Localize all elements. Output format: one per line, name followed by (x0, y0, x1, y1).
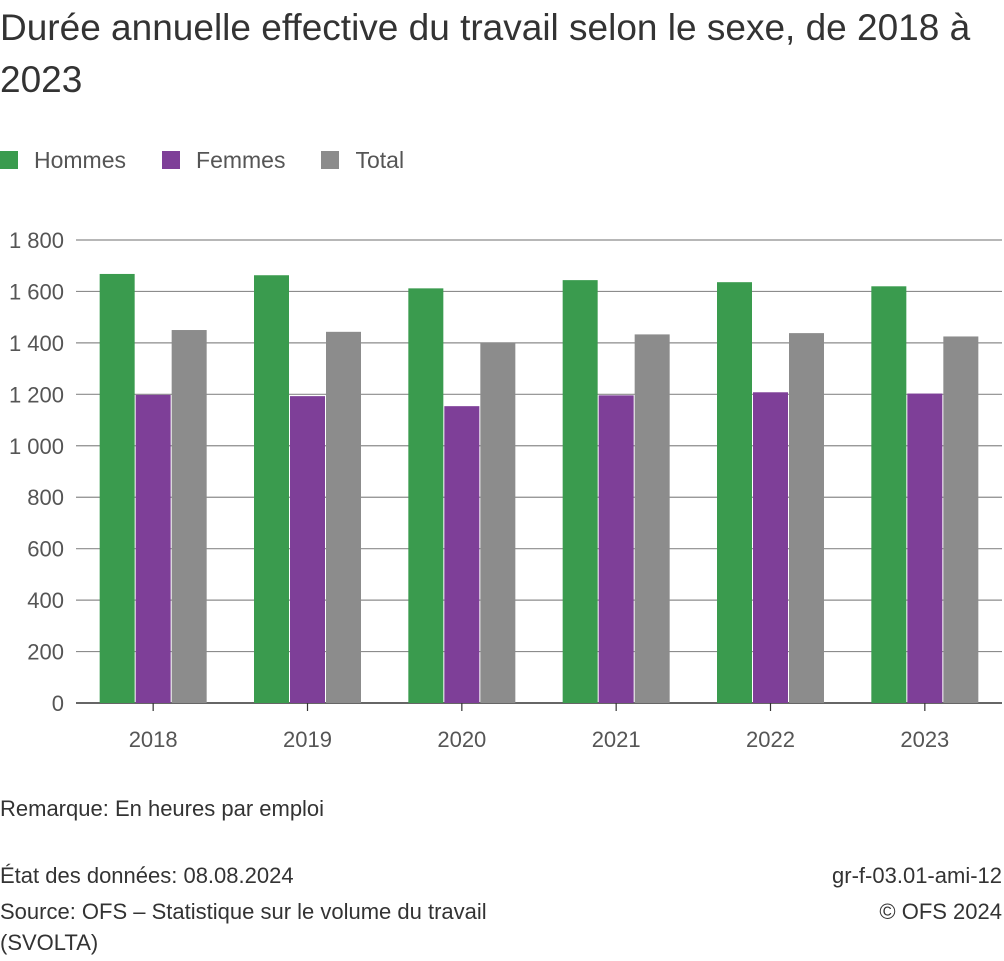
bar-total-2021 (634, 334, 670, 703)
y-tick-label: 1 800 (9, 228, 64, 253)
x-tick-label-2022: 2022 (746, 727, 795, 752)
y-tick-label: 1 400 (9, 331, 64, 356)
y-tick-label: 1 600 (9, 279, 64, 304)
legend-swatch-hommes (0, 151, 18, 169)
bar-hommes-2021 (562, 280, 598, 703)
bar-hommes-2020 (408, 288, 444, 703)
legend-label-hommes: Hommes (34, 146, 127, 173)
bar-hommes-2019 (254, 275, 289, 703)
bar-femmes-2022 (753, 392, 788, 703)
y-tick-label: 0 (52, 691, 64, 716)
x-tick-label-2018: 2018 (129, 727, 178, 752)
y-tick-label: 600 (27, 537, 64, 562)
bar-hommes-2023 (871, 286, 907, 703)
bar-hommes-2022 (717, 282, 752, 703)
bar-total-2020 (480, 343, 516, 703)
remark-note: Remarque: En heures par emploi (0, 796, 325, 821)
y-tick-label: 1 000 (9, 434, 64, 459)
chart-title: Durée annuelle effective du travail selo… (0, 7, 971, 100)
legend-label-femmes: Femmes (196, 146, 286, 173)
bar-femmes-2020 (444, 406, 480, 703)
x-tick-label-2020: 2020 (437, 727, 486, 752)
copyright-note: © OFS 2024 (879, 899, 1002, 924)
data-state-note: État des données: 08.08.2024 (0, 863, 294, 888)
bar-total-2022 (789, 333, 824, 703)
legend-item-total[interactable]: Total (321, 147, 404, 174)
bar-femmes-2023 (907, 393, 943, 703)
bar-femmes-2019 (290, 396, 325, 703)
y-tick-label: 200 (27, 640, 64, 665)
legend-swatch-femmes (162, 151, 181, 169)
bar-femmes-2018 (135, 394, 171, 703)
x-tick-label-2021: 2021 (592, 727, 641, 752)
bar-femmes-2021 (598, 395, 634, 703)
bar-hommes-2018 (99, 273, 135, 703)
bar-total-2023 (943, 336, 979, 703)
source-note-continued: (SVOLTA) (0, 930, 99, 955)
bar-total-2018 (171, 330, 207, 703)
legend-label-total: Total (355, 146, 405, 173)
chart-legend: Hommes Femmes Total (0, 145, 440, 175)
source-note: Source: OFS – Statistique sur le volume … (0, 899, 487, 924)
chart-code: gr-f-03.01-ami-12 (832, 863, 1002, 888)
x-tick-label-2023: 2023 (900, 727, 949, 752)
legend-item-hommes[interactable]: Hommes (0, 147, 126, 174)
y-tick-label: 800 (27, 485, 64, 510)
x-tick-label-2019: 2019 (283, 727, 332, 752)
bar-total-2019 (326, 331, 361, 703)
legend-item-femmes[interactable]: Femmes (162, 147, 285, 174)
legend-swatch-total (321, 151, 340, 169)
y-tick-label: 1 200 (9, 382, 64, 407)
y-tick-label: 400 (27, 588, 64, 613)
bar-chart: 0 200 400 600 800 1 000 1 200 1 400 1 600 1 800 20… (9, 228, 1002, 752)
